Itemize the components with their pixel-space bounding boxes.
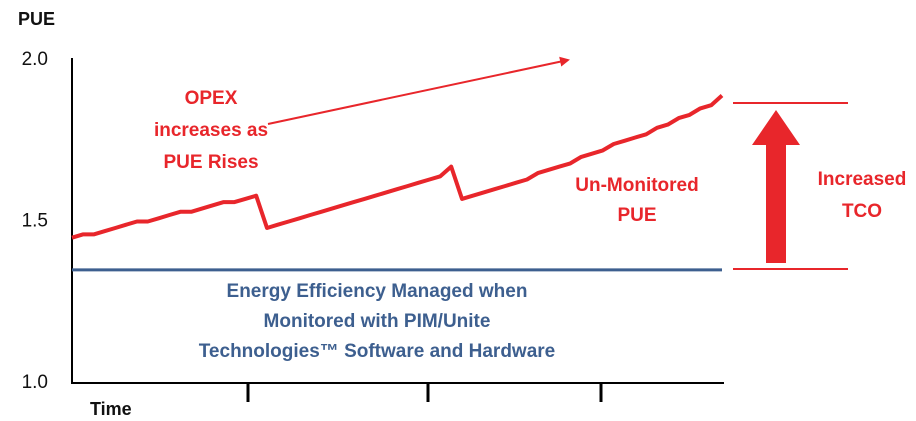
trend-arrow (267, 56, 570, 125)
annotation: Monitored with PIM/Unite (264, 311, 491, 332)
annotation: Un-Monitored (575, 175, 698, 196)
annotation: PUE (617, 205, 656, 226)
y-axis-label: PUE (18, 9, 55, 29)
tco-arrow (752, 110, 800, 263)
annotation: PUE Rises (163, 152, 258, 173)
annotation: Technologies™ Software and Hardware (199, 341, 556, 362)
annotation: TCO (842, 201, 882, 222)
annotation: increases as (154, 120, 268, 141)
annotation: OPEX (185, 88, 238, 109)
y-tick-label: 1.5 (22, 211, 48, 232)
annotation: Increased (818, 169, 907, 190)
y-tick-label: 1.0 (22, 372, 48, 393)
series-line (71, 94, 724, 240)
y-tick-label: 2.0 (22, 49, 48, 70)
annotation: Energy Efficiency Managed when (227, 281, 528, 302)
x-axis-label: Time (90, 399, 132, 419)
